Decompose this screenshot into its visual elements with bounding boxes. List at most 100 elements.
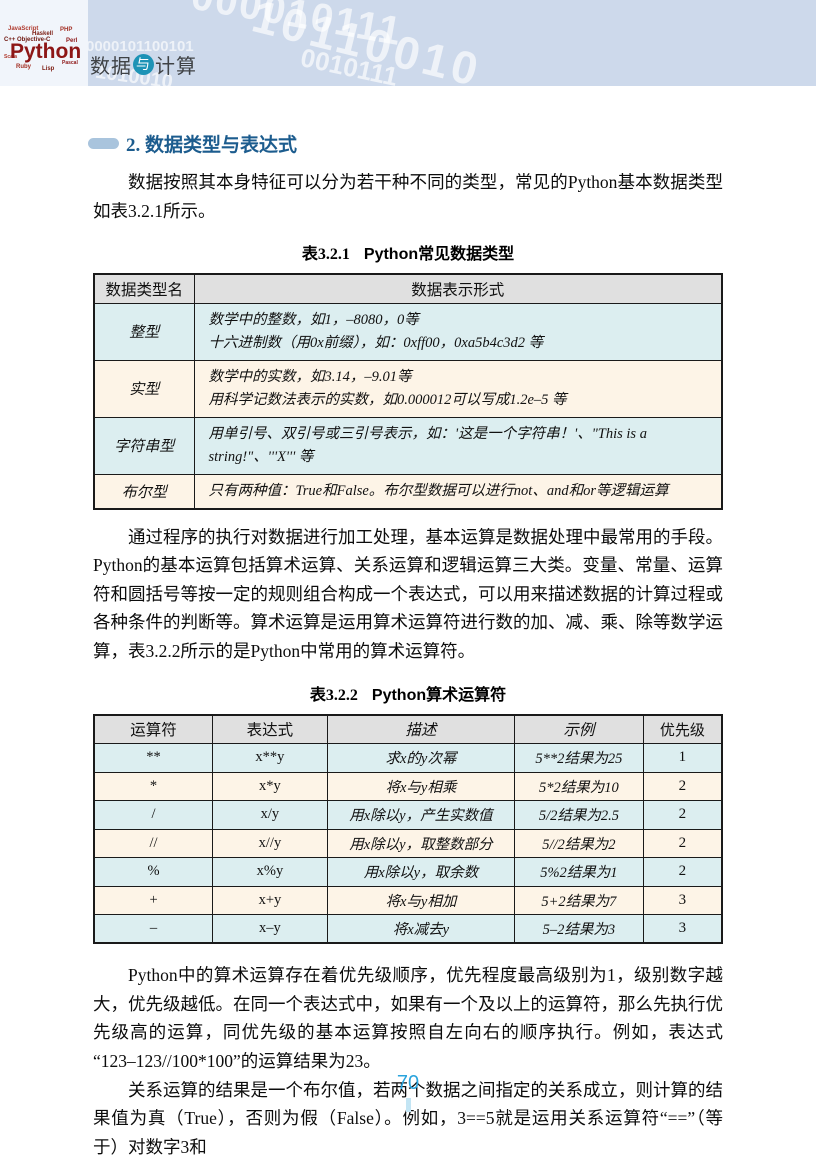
page-number-bar: [405, 1098, 411, 1112]
table1-caption-title: Python常见数据类型: [363, 246, 515, 264]
table-row: // x//y 用x除以y，取整数部分 5//2结果为2 2: [93, 828, 723, 859]
paragraph: 数据按照其本身特征可以分为若干种不同的类型，常见的Python基本数据类型如表3…: [93, 172, 723, 221]
desc-line: 数学中的实数，如3.14，–9.01等: [208, 368, 412, 385]
example-cell: 5–2结果为3: [514, 914, 644, 944]
priority-cell: 2: [642, 771, 723, 802]
description-cell: 用x除以y，产生实数值: [326, 800, 516, 830]
type-desc-cell: 数学中的整数，如1，–8080，0等 十六进制数（用0x前缀），如：0xff00…: [193, 302, 723, 361]
desc-line: 只有两种值：True和False。布尔型数据可以进行not、and和or等逻辑运…: [208, 482, 669, 499]
description-cell: 用x除以y，取整数部分: [326, 828, 516, 859]
type-name-cell: 布尔型: [93, 473, 195, 510]
page-content: 2. 数据类型与表达式 数据按照其本身特征可以分为若干种不同的类型，常见的Pyt…: [88, 86, 723, 1161]
python-logo-box: JavaScript Haskell PHP Perl C++ Objectiv…: [0, 0, 88, 86]
column-header: 运算符: [93, 714, 214, 745]
arithmetic-operators-table: 运算符 表达式 描述 示例 优先级 ** x**y 求x的y次幂 5**2结果为…: [93, 713, 723, 945]
paragraph: 关系运算的结果是一个布尔值，若两个数据之间指定的关系成立，则计算的结果值为真（T…: [93, 1079, 723, 1157]
desc-line: 用单引号、双引号或三引号表示，如：'这是一个字符串！'、"This is a s…: [208, 425, 647, 465]
priority-cell: 2: [642, 857, 723, 887]
table-row: * x*y 将x与y相乘 5*2结果为10 2: [93, 771, 723, 802]
description-cell: 求x的y次幂: [326, 743, 516, 773]
operator-cell: //: [93, 828, 214, 859]
description-cell: 将x与y相加: [326, 885, 516, 916]
example-cell: 5%2结果为1: [514, 857, 644, 887]
desc-line: 十六进制数（用0x前缀），如：0xff00，0xa5b4c3d2 等: [208, 334, 544, 351]
table-row: ** x**y 求x的y次幂 5**2结果为25 1: [93, 743, 723, 773]
column-header: 表达式: [212, 714, 328, 745]
table-header-row: 数据类型名 数据表示形式: [93, 273, 723, 304]
book-title-pre: 数据: [90, 55, 132, 78]
wordcloud-word: Ruby: [16, 64, 31, 70]
book-title-post: 计算: [155, 55, 197, 78]
table-row: + x+y 将x与y相加 5+2结果为7 3: [93, 885, 723, 916]
column-header: 优先级: [642, 714, 723, 745]
type-name-cell: 实型: [93, 359, 195, 418]
section-heading-text: 2. 数据类型与表达式: [126, 135, 298, 156]
example-cell: 5//2结果为2: [514, 828, 644, 859]
wordcloud-word: Perl: [66, 38, 78, 44]
table-header-row: 运算符 表达式 描述 示例 优先级: [93, 714, 723, 745]
description-cell: 将x减去y: [326, 914, 516, 944]
python-logo-text: Python: [10, 40, 82, 63]
expression-cell: x–y: [212, 914, 328, 944]
example-cell: 5+2结果为7: [514, 885, 644, 916]
table1-caption-label: 表3.2.1: [301, 246, 350, 264]
paragraph: 通过程序的执行对数据进行加工处理，基本运算是数据处理中最常用的手段。Python…: [93, 526, 723, 662]
data-types-table: 数据类型名 数据表示形式 整型 数学中的整数，如1，–8080，0等 十六进制数…: [93, 273, 723, 510]
table2-caption-title: Python算术运算符: [371, 686, 507, 704]
priority-cell: 3: [642, 914, 723, 944]
example-cell: 5**2结果为25: [514, 743, 644, 773]
operator-cell: –: [93, 914, 214, 944]
desc-line: 数学中的整数，如1，–8080，0等: [208, 311, 419, 328]
book-title: 数据 与 计算: [90, 52, 197, 78]
expression-cell: x+y: [212, 885, 328, 916]
table-row: 整型 数学中的整数，如1，–8080，0等 十六进制数（用0x前缀），如：0xf…: [93, 302, 723, 361]
priority-cell: 2: [642, 828, 723, 859]
page-number: 70: [396, 1072, 420, 1094]
table-row: % x%y 用x除以y，取余数 5%2结果为1 2: [93, 857, 723, 887]
expression-cell: x/y: [212, 800, 328, 830]
binary-decor: 10110010: [247, 0, 487, 86]
example-cell: 5*2结果为10: [514, 771, 644, 802]
expression-cell: x%y: [212, 857, 328, 887]
table2-caption: 表3.2.2 Python算术运算符: [93, 681, 723, 705]
column-header: 描述: [326, 714, 516, 745]
operator-cell: /: [93, 800, 214, 830]
operator-cell: *: [93, 771, 214, 802]
binary-decor: 0010111: [298, 42, 401, 86]
wordcloud-word: Haskell: [32, 31, 54, 37]
table1-caption: 表3.2.1 Python常见数据类型: [93, 240, 723, 264]
example-cell: 5/2结果为2.5: [514, 800, 644, 830]
desc-line: 用科学记数法表示的实数，如0.000012可以写成1.2e–5 等: [208, 391, 567, 408]
expression-cell: x*y: [212, 771, 328, 802]
type-desc-cell: 用单引号、双引号或三引号表示，如：'这是一个字符串！'、"This is a s…: [193, 416, 723, 475]
type-desc-cell: 只有两种值：True和False。布尔型数据可以进行not、and和or等逻辑运…: [193, 473, 723, 510]
priority-cell: 3: [642, 885, 723, 916]
wordcloud-word: Lisp: [42, 66, 55, 72]
table-row: 实型 数学中的实数，如3.14，–9.01等 用科学记数法表示的实数，如0.00…: [93, 359, 723, 418]
column-header: 示例: [514, 714, 644, 745]
book-title-circle: 与: [133, 53, 154, 75]
heading-bullet-pill: [88, 138, 119, 149]
column-header: 数据类型名: [93, 273, 195, 304]
operator-cell: **: [93, 743, 214, 773]
type-desc-cell: 数学中的实数，如3.14，–9.01等 用科学记数法表示的实数，如0.00001…: [193, 359, 723, 418]
type-name-cell: 字符串型: [93, 416, 195, 475]
description-cell: 用x除以y，取余数: [326, 857, 516, 887]
operator-cell: +: [93, 885, 214, 916]
wordcloud-word: Pascal: [62, 60, 78, 66]
column-header: 数据表示形式: [193, 273, 723, 304]
operator-cell: %: [93, 857, 214, 887]
section-heading: 2. 数据类型与表达式: [88, 130, 723, 157]
wordcloud-word: JavaScript: [8, 26, 39, 32]
priority-cell: 2: [642, 800, 723, 830]
wordcloud-word: Scala: [4, 54, 18, 60]
binary-decor: 000010111: [187, 0, 407, 55]
table-row: / x/y 用x除以y，产生实数值 5/2结果为2.5 2: [93, 800, 723, 830]
table-row: 字符串型 用单引号、双引号或三引号表示，如：'这是一个字符串！'、"This i…: [93, 416, 723, 475]
expression-cell: x//y: [212, 828, 328, 859]
table-row: 布尔型 只有两种值：True和False。布尔型数据可以进行not、and和or…: [93, 473, 723, 510]
description-cell: 将x与y相乘: [326, 771, 516, 802]
table2-caption-label: 表3.2.2: [309, 686, 358, 704]
wordcloud-word: C++ Objective-C: [4, 37, 51, 43]
type-name-cell: 整型: [93, 302, 195, 361]
